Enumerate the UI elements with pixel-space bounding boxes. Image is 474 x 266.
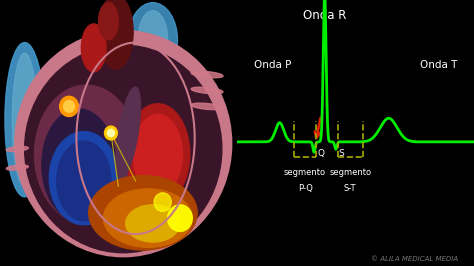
Ellipse shape — [103, 189, 192, 247]
Ellipse shape — [191, 71, 223, 78]
Text: P-Q: P-Q — [298, 184, 312, 193]
Ellipse shape — [6, 165, 28, 170]
Circle shape — [64, 101, 74, 112]
Ellipse shape — [99, 0, 133, 69]
Ellipse shape — [116, 87, 140, 179]
Text: Onda T: Onda T — [420, 60, 457, 70]
Circle shape — [168, 205, 192, 231]
Circle shape — [104, 126, 118, 140]
Ellipse shape — [6, 146, 28, 152]
Ellipse shape — [57, 141, 111, 221]
Ellipse shape — [126, 205, 180, 242]
Ellipse shape — [82, 24, 106, 72]
Ellipse shape — [126, 104, 190, 205]
Circle shape — [60, 96, 78, 117]
Ellipse shape — [191, 103, 223, 110]
Ellipse shape — [128, 3, 177, 77]
Text: Onda R: Onda R — [303, 9, 346, 22]
Text: Q: Q — [318, 149, 325, 158]
Ellipse shape — [15, 31, 232, 257]
Ellipse shape — [49, 132, 118, 225]
Text: © ALILA MEDICAL MEDIA: © ALILA MEDICAL MEDIA — [371, 256, 458, 262]
Ellipse shape — [191, 87, 223, 94]
Ellipse shape — [35, 85, 138, 223]
Ellipse shape — [99, 3, 118, 40]
Ellipse shape — [89, 176, 197, 250]
Text: segmento: segmento — [284, 168, 326, 177]
Ellipse shape — [25, 45, 222, 253]
Text: S-T: S-T — [344, 184, 356, 193]
Text: Onda P: Onda P — [254, 60, 291, 70]
Ellipse shape — [133, 114, 182, 194]
Ellipse shape — [138, 11, 168, 69]
Ellipse shape — [5, 43, 45, 197]
Text: S: S — [338, 149, 344, 158]
Ellipse shape — [12, 53, 37, 186]
Text: segmento: segmento — [329, 168, 371, 177]
Circle shape — [154, 193, 171, 211]
Ellipse shape — [42, 109, 116, 221]
Circle shape — [108, 129, 114, 137]
